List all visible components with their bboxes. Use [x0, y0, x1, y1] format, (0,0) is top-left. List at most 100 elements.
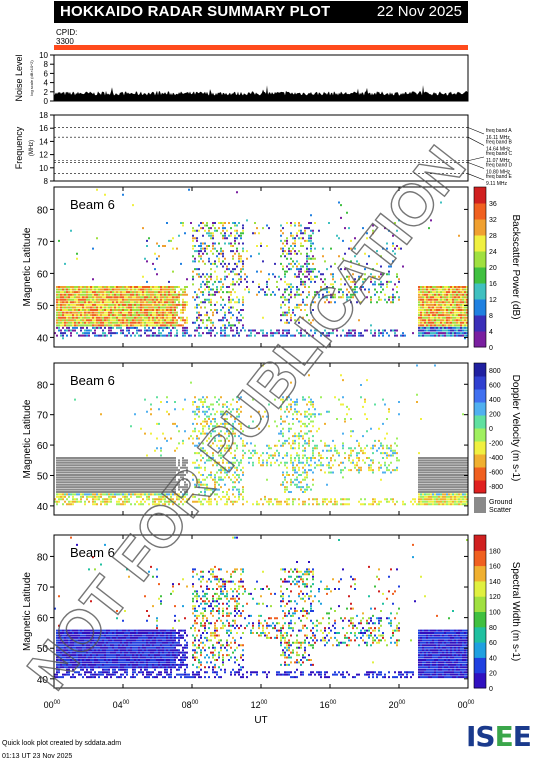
- colorbar-segment: [474, 187, 486, 204]
- colorbar-tick-label: -600: [489, 469, 503, 476]
- colorbar-segment: [474, 203, 486, 220]
- lat-ytick-label: 50: [37, 644, 49, 655]
- colorbar-tick-label: 80: [489, 625, 497, 632]
- frequency-band-value: 16.11 MHz: [486, 135, 510, 141]
- colorbar-tick-label: 600: [489, 383, 501, 390]
- noise-ytick-label: 2: [44, 88, 49, 97]
- colorbar-label: Doppler Velocity (m s-1): [510, 375, 521, 482]
- frequency-leader: [467, 162, 485, 169]
- data-cells-velocity: [54, 364, 468, 506]
- frequency-ysublabel: (MHz): [29, 140, 35, 156]
- lat-ytick-label: 60: [37, 614, 49, 625]
- colorbar-tick-label: 100: [489, 610, 501, 617]
- data-cell-group: [54, 536, 468, 679]
- lat-ylabel: Magnetic Latitude: [22, 399, 33, 478]
- cpid-bar: [54, 45, 468, 50]
- colorbar-segment: [474, 550, 486, 567]
- data-cell-group: [56, 222, 468, 327]
- x-axis: 0000 0400 0800 1200 1600 2000 0000 UT: [44, 700, 475, 726]
- colorbar-tick-label: -400: [489, 455, 503, 462]
- frequency-band-name: freq band C: [486, 151, 513, 157]
- panel-power: 40 50 60 70 80 Beam 6 Magnetic Latitude 0 4 8 12 16…: [22, 186, 521, 352]
- lat-ytick-label: 50: [37, 301, 49, 312]
- colorbar-tick-label: 20: [489, 671, 497, 678]
- colorbar-tick-label: 24: [489, 249, 497, 256]
- colorbar-segment: [474, 596, 486, 612]
- frequency-band-name: freq band D: [486, 163, 513, 169]
- colorbar-segment: [474, 441, 486, 455]
- data-cells-power: [54, 188, 468, 340]
- isee-logo: ISEE: [466, 720, 532, 753]
- colorbar-segment: [474, 467, 486, 481]
- lat-ytick-label: 40: [37, 502, 49, 513]
- panel-width: 40 50 60 70 80 Beam 6 Magnetic Latitude 0 20 40 60…: [22, 534, 521, 693]
- frequency-ytick-label: 18: [39, 111, 48, 120]
- colorbar-tick-label: 16: [489, 281, 497, 288]
- cpid: CPID: 3300: [56, 28, 77, 46]
- plot-date: 22 Nov 2025: [376, 3, 462, 20]
- colorbar-tick-label: 12: [489, 297, 497, 304]
- data-cell-group: [54, 568, 468, 679]
- lat-ytick-label: 70: [37, 237, 49, 248]
- lat-ytick-label: 60: [37, 441, 49, 452]
- frequency-ytick-label: 14: [39, 137, 48, 146]
- data-cell-group: [94, 539, 468, 666]
- data-cell-group: [56, 286, 468, 327]
- lat-ytick-label: 40: [37, 333, 49, 344]
- noise-ysublabel: log scale (dB×10^2): [29, 60, 34, 96]
- frequency-ytick-label: 16: [39, 124, 48, 133]
- colorbar-power: 0 4 8 12 16 20 24 28 32 36 Backscatter Power (dB): [473, 186, 521, 352]
- frequency-band-value: 10.80 MHz: [486, 170, 511, 176]
- lat-ytick-label: 40: [37, 675, 49, 686]
- colorbar-tick-label: 180: [489, 548, 501, 555]
- beam-label: Beam 6: [70, 545, 115, 560]
- colorbar-tick-label: 40: [489, 655, 497, 662]
- beam-label: Beam 6: [70, 197, 115, 212]
- cpid-value: 3300: [56, 37, 74, 46]
- noise-ytick-label: 6: [44, 69, 49, 78]
- frequency-band-value: 11.07 MHz: [486, 158, 510, 164]
- frequency-frame: [53, 114, 469, 182]
- frequency-band-name: freq band A: [486, 128, 512, 134]
- lat-ytick-label: 60: [37, 269, 49, 280]
- colorbar-frame: [473, 362, 487, 494]
- time-xtick-label: 0800: [182, 700, 199, 710]
- data-cell-group: [152, 570, 450, 664]
- header-bar: HOKKAIDO RADAR SUMMARY PLOT 22 Nov 2025: [54, 1, 468, 23]
- time-xtick-label: 0000: [458, 700, 475, 710]
- colorbar-tick-label: -800: [489, 484, 503, 491]
- colorbar-tick-label: 8: [489, 313, 493, 320]
- lat-ytick-label: 50: [37, 471, 49, 482]
- colorbar-tick-label: 28: [489, 233, 497, 240]
- colorbar-label: Spectral Width (m s-1): [510, 562, 521, 661]
- lat-ylabel: Magnetic Latitude: [22, 572, 33, 651]
- time-xtick-label: 1200: [251, 700, 268, 710]
- colorbar-segment: [474, 611, 486, 628]
- colorbar-tick-label: -200: [489, 440, 503, 447]
- colorbar-segment: [474, 415, 486, 429]
- beam-label: Beam 6: [70, 373, 115, 388]
- time-xtick-label: 0400: [113, 700, 130, 710]
- lat-ylabel: Magnetic Latitude: [22, 227, 33, 306]
- footer-created: Quick look plot created by sddata.adm: [2, 740, 122, 747]
- lat-ytick-label: 70: [37, 411, 49, 422]
- colorbar-segment: [474, 626, 486, 643]
- frequency-band-name: freq band E: [486, 174, 513, 180]
- panel-velocity: 40 50 60 70 80 Beam 6 Magnetic Latitude 800 600 4…: [22, 362, 521, 516]
- noise-ytick-label: 4: [44, 79, 49, 88]
- frequency-leader: [467, 156, 485, 162]
- colorbar-tick-label: 0: [489, 345, 493, 352]
- lat-ytick-label: 80: [37, 552, 49, 563]
- colorbar-tick-label: 20: [489, 265, 497, 272]
- colorbar-segment: [474, 672, 486, 689]
- colorbar-segment: [474, 363, 486, 377]
- frequency-leader: [467, 127, 485, 135]
- colorbar-segment: [474, 657, 486, 674]
- colorbar-segment: [474, 267, 486, 284]
- colorbar-segment: [474, 331, 486, 348]
- colorbar-segment: [474, 454, 486, 468]
- colorbar-segment: [474, 428, 486, 442]
- data-cell-group: [56, 457, 468, 493]
- colorbar-width: 0 20 40 60 80 100 120 140 160 180 Spectral Width (…: [473, 534, 521, 693]
